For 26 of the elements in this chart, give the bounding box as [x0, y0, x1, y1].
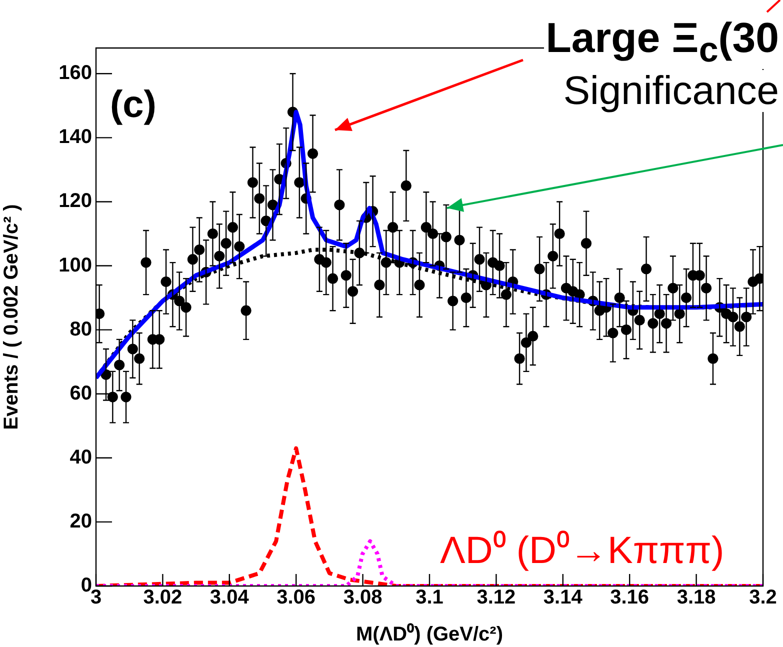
- x-tick-label: 3.18: [676, 586, 716, 609]
- x-tick-label: 3: [90, 586, 102, 609]
- y-tick-label: 0: [80, 574, 92, 597]
- y-tick-label: 160: [58, 62, 92, 84]
- x-tick-label: 3.1: [416, 586, 444, 609]
- chart-title: Large Ξ$_{c}$(30: [544, 14, 781, 70]
- y-tick-label: 140: [58, 126, 92, 148]
- y-tick-label: 100: [58, 254, 92, 276]
- x-axis-title: M(ΛD⁰) (GeV/c²): [356, 622, 503, 646]
- x-tick-label: 3.14: [543, 586, 584, 609]
- y-tick-label: 120: [58, 190, 92, 212]
- annotation: (c): [110, 84, 156, 126]
- y-tick-label: 20: [70, 510, 92, 532]
- x-tick-label: 3.12: [476, 586, 516, 609]
- x-tick-label: 3.04: [210, 586, 250, 609]
- y-tick-label: 60: [70, 382, 92, 404]
- x-tick-label: 3.02: [143, 586, 182, 609]
- text: Significance: [561, 69, 781, 113]
- x-tick-label: 3.2: [749, 586, 777, 609]
- y-axis-title: Events / ( 0.002 GeV/c² ): [0, 204, 23, 430]
- x-tick-label: 3.08: [343, 586, 382, 609]
- y-tick-label: 40: [70, 446, 92, 468]
- y-tick-label: 80: [70, 318, 92, 340]
- x-tick-label: 3.16: [610, 586, 650, 609]
- x-tick-label: 3.06: [276, 586, 316, 609]
- annotation: ΛD⁰ (D⁰→Kπππ): [440, 530, 724, 572]
